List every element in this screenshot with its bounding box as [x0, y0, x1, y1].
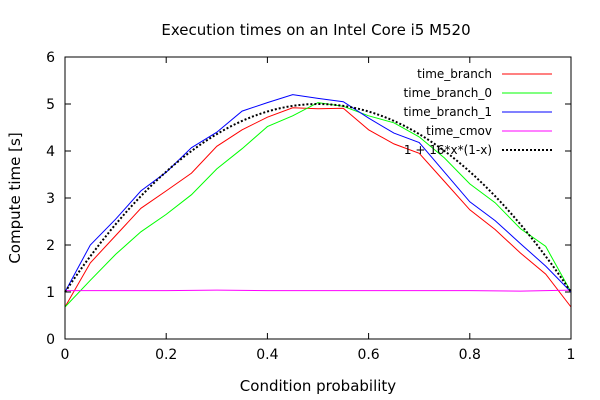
- series-line-1: [64, 102, 572, 308]
- series-line-4: [64, 102, 572, 293]
- legend: time_branch time_branch_0 time_branch_1tim…: [404, 67, 552, 157]
- x-tick-label: 0.6: [357, 347, 379, 363]
- y-tick-label: 4: [46, 144, 55, 160]
- legend-label-4: 1 + 16*x*(1-x): [404, 143, 492, 157]
- legend-label-2: time_branch_1: [404, 105, 492, 119]
- ticks-layer: 0 0.2 0.4 0.6 0.8 1 0 1 2 3 4 5 6: [46, 50, 575, 363]
- plot-frame: [64, 56, 572, 340]
- legend-label-1: time_branch_0: [404, 86, 492, 100]
- y-tick-label: 1: [46, 285, 55, 301]
- legend-label-3: time_cmov: [426, 124, 492, 138]
- legend-label-0: time_branch: [417, 67, 492, 81]
- x-tick-label: 0.2: [155, 347, 177, 363]
- y-tick-label: 5: [46, 97, 55, 113]
- series-line-2: [64, 94, 572, 293]
- y-tick-label: 0: [46, 332, 55, 348]
- x-axis-label: Condition probability: [240, 377, 397, 395]
- y-tick-label: 2: [46, 238, 55, 254]
- series-line-0: [64, 107, 572, 308]
- y-tick-label: 3: [46, 191, 55, 207]
- x-tick-label: 0.4: [256, 347, 278, 363]
- x-tick-label: 1: [567, 347, 576, 363]
- series-layer: [64, 94, 572, 308]
- x-tick-label: 0: [61, 347, 70, 363]
- series-line-3: [65, 289, 572, 292]
- chart-title: Execution times on an Intel Core i5 M520: [161, 21, 470, 39]
- x-tick-label: 0.8: [459, 347, 481, 363]
- y-axis-label: Compute time [s]: [6, 132, 24, 263]
- y-tick-label: 6: [46, 50, 55, 66]
